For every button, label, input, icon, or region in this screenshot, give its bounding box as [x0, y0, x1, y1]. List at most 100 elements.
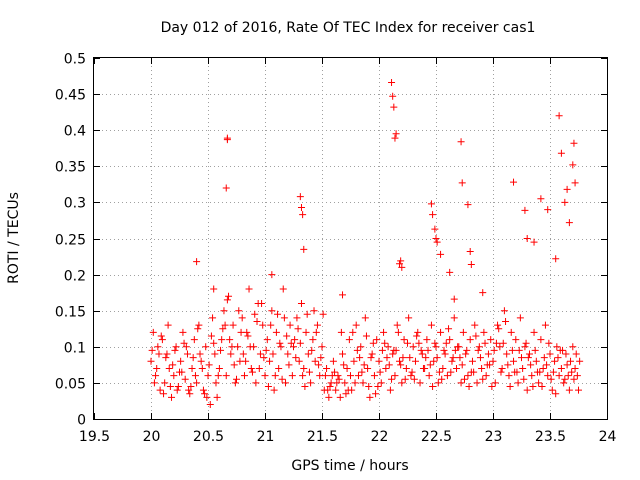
data-point	[518, 354, 525, 362]
data-point	[562, 350, 570, 358]
data-point	[571, 179, 579, 187]
data-point	[523, 235, 531, 242]
data-point	[504, 361, 512, 369]
data-point	[185, 386, 193, 394]
data-point	[263, 336, 271, 344]
y-tick-label: 0.2	[64, 269, 86, 285]
data-point	[555, 372, 563, 380]
data-point	[447, 368, 455, 376]
data-point	[552, 390, 560, 398]
data-point	[496, 343, 504, 351]
data-point	[449, 354, 457, 362]
data-point	[416, 379, 424, 387]
y-tick-label: 0	[77, 413, 86, 429]
data-point	[255, 364, 263, 372]
data-point	[219, 325, 227, 333]
data-point	[446, 268, 454, 276]
data-point	[568, 368, 576, 376]
data-point	[479, 289, 487, 297]
data-point	[173, 386, 181, 394]
data-point	[516, 314, 524, 322]
data-point	[264, 383, 272, 391]
data-point	[225, 292, 233, 300]
data-point	[374, 383, 382, 391]
data-point	[287, 339, 295, 347]
x-axis-label: GPS time / hours	[291, 458, 408, 474]
data-point	[521, 206, 529, 214]
data-point	[410, 375, 418, 383]
data-point	[240, 372, 248, 380]
data-point	[161, 379, 169, 387]
y-tick-label: 0.05	[55, 377, 86, 393]
data-point	[258, 299, 266, 307]
data-point	[284, 350, 292, 358]
data-point	[214, 372, 222, 380]
data-point	[309, 336, 317, 344]
data-point	[432, 235, 440, 242]
data-point	[388, 79, 396, 87]
data-point	[425, 372, 433, 380]
data-point	[458, 179, 466, 187]
data-point	[394, 328, 402, 336]
data-point	[418, 350, 426, 358]
data-point	[266, 357, 274, 365]
data-point	[551, 357, 559, 365]
data-point	[565, 386, 573, 394]
data-point	[351, 379, 359, 387]
data-point	[317, 354, 325, 362]
data-point	[407, 372, 415, 380]
data-point	[290, 343, 297, 351]
data-point	[398, 263, 406, 271]
data-point	[384, 343, 392, 351]
data-point	[429, 383, 437, 391]
data-point	[523, 386, 531, 394]
data-point	[296, 193, 304, 201]
data-point	[481, 339, 489, 347]
data-point	[544, 206, 552, 214]
data-point	[366, 393, 374, 401]
data-point	[150, 379, 158, 387]
data-point	[333, 379, 341, 387]
data-point	[180, 339, 188, 347]
y-tick-label: 0.3	[64, 196, 86, 212]
data-point	[391, 372, 399, 380]
data-point	[237, 328, 245, 336]
data-point	[288, 372, 296, 380]
data-point	[461, 375, 468, 383]
data-point	[466, 247, 474, 255]
data-point	[427, 321, 435, 329]
data-point	[569, 343, 577, 351]
data-point	[427, 200, 435, 208]
data-point	[491, 379, 499, 387]
data-point	[174, 383, 182, 391]
data-point	[532, 357, 540, 365]
data-point	[345, 336, 353, 344]
data-point	[424, 346, 432, 354]
data-point	[482, 372, 490, 380]
data-point	[352, 321, 360, 329]
data-point	[450, 314, 458, 322]
data-point	[519, 364, 527, 372]
data-point	[437, 328, 445, 336]
data-point	[567, 357, 575, 365]
data-point	[329, 357, 337, 365]
data-point	[392, 130, 400, 138]
data-point	[380, 328, 388, 336]
data-point	[361, 314, 369, 322]
data-point	[462, 350, 470, 358]
tick-layer: 19.5 20 20.5 21 21.5 22 22.5 23 23.5 24 0 0.05 0.1 0.…	[55, 52, 617, 446]
data-point	[253, 318, 261, 326]
data-point	[383, 354, 391, 362]
data-point	[576, 357, 584, 365]
data-point	[489, 357, 497, 365]
data-point	[325, 393, 333, 401]
data-point	[324, 386, 332, 394]
data-point	[299, 372, 307, 380]
data-point	[164, 321, 172, 329]
data-point	[451, 346, 459, 354]
data-point	[456, 354, 464, 362]
x-tick-label: 20	[143, 429, 161, 445]
data-point	[259, 321, 267, 329]
data-point	[479, 375, 487, 383]
